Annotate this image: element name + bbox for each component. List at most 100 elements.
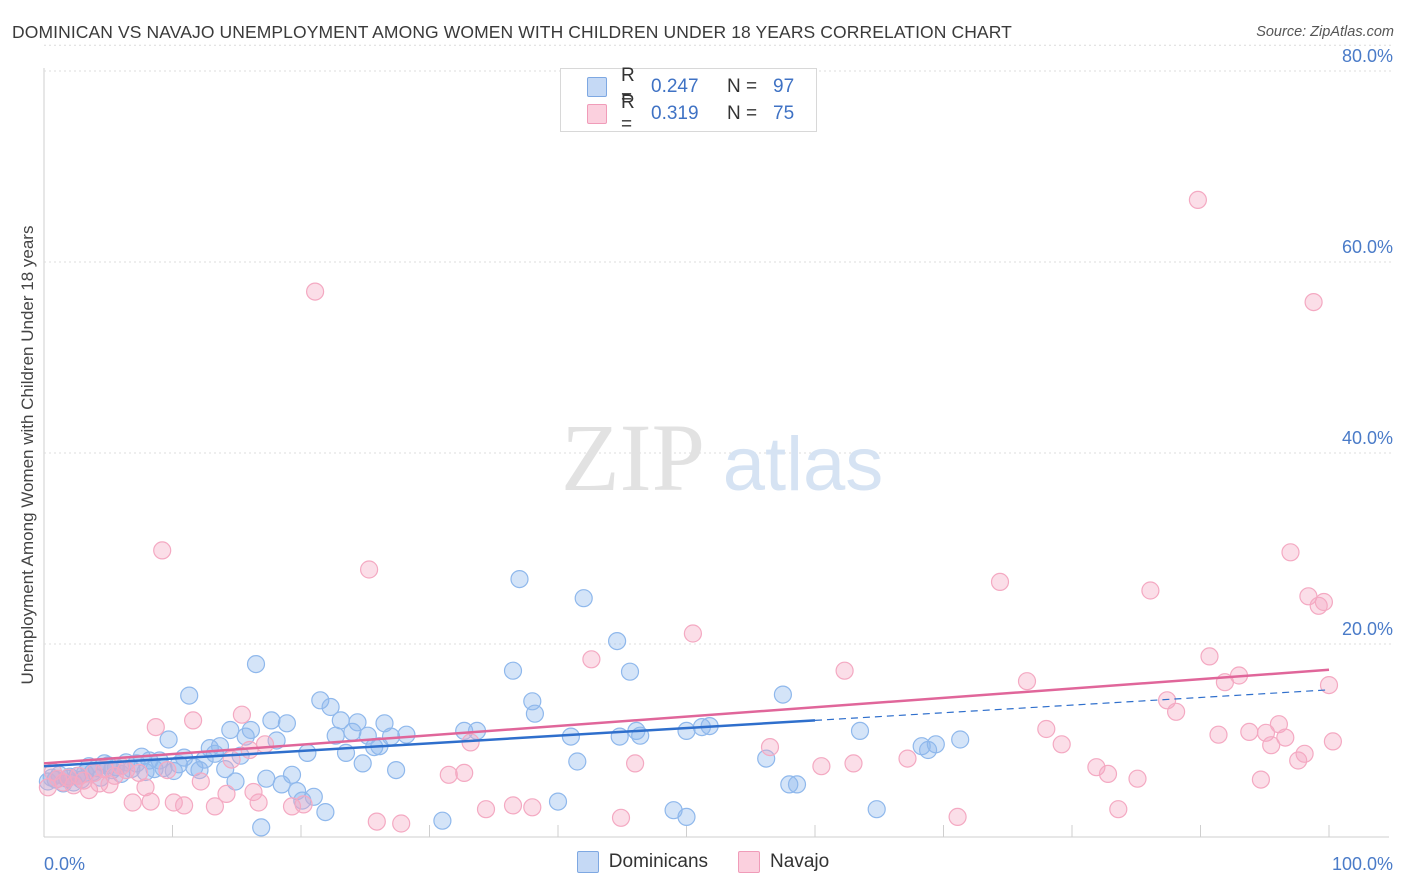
navajo-point [1128, 769, 1147, 788]
navajo-point [175, 796, 194, 815]
y-tick-label: 60.0% [1342, 237, 1393, 257]
navajo-point [835, 661, 854, 680]
navajo-point [476, 800, 496, 819]
watermark-atlas: atlas [723, 422, 884, 507]
series-legend: Dominicans Navajo [0, 851, 1406, 873]
navajo-point [100, 775, 119, 794]
dominicans-point [561, 727, 581, 746]
navajo-point [79, 780, 99, 800]
navajo-point [136, 778, 155, 797]
dominicans-point [433, 811, 452, 830]
navajo-point [164, 793, 183, 812]
dominicans-trend-extension [814, 689, 1330, 721]
navajo-trend-line [43, 668, 1330, 765]
dominicans-point [773, 685, 793, 704]
dominicans-point [397, 725, 416, 744]
navajo-point [1276, 728, 1295, 747]
legend-swatch-dominicans [576, 851, 599, 873]
navajo-point [760, 737, 780, 757]
legend-r-label: R = [621, 65, 635, 108]
legend-swatch-navajo [587, 104, 607, 124]
dominicans-point [246, 654, 266, 674]
legend-swatch-navajo [738, 851, 761, 873]
dominicans-point [757, 749, 776, 768]
dominicans-point [677, 807, 696, 827]
navajo-point [123, 793, 142, 812]
navajo-point [503, 796, 523, 815]
navajo-point [1251, 770, 1271, 789]
navajo-point [1262, 736, 1281, 755]
navajo-point [625, 754, 645, 773]
navajo-point [611, 808, 631, 827]
legend-label-navajo: Navajo [770, 851, 830, 872]
dominicans-point [926, 735, 945, 754]
dominicans-point [298, 743, 317, 763]
dominicans-point [607, 631, 627, 651]
dominicans-point [321, 697, 340, 717]
stats-legend: R = 0.247 N = 97 R = 0.319 N = 75 [560, 65, 817, 135]
dominicans-point [353, 754, 372, 773]
dominicans-point [267, 731, 286, 750]
navajo-point [244, 782, 263, 802]
dominicans-point [316, 802, 335, 822]
dominicans-point [850, 721, 870, 741]
dominicans-point [311, 691, 330, 710]
navajo-point [158, 760, 177, 780]
navajo-point [1281, 543, 1300, 562]
navajo-point [1037, 719, 1056, 739]
navajo-point [1166, 702, 1186, 721]
dominicans-point [568, 752, 587, 771]
dominicans-point [867, 800, 886, 819]
navajo-point [74, 771, 93, 790]
source-label: Source: ZipAtlas.com [1256, 24, 1394, 40]
navajo-point [1052, 735, 1071, 754]
navajo-point [948, 807, 967, 827]
watermark-zip: ZIP [561, 404, 705, 511]
legend-item-navajo[interactable]: Navajo [738, 851, 829, 873]
dominicans-point [304, 787, 323, 806]
navajo-point [232, 705, 251, 724]
dominicans-trend-line [43, 719, 816, 768]
dominicans-point [277, 714, 296, 733]
navajo-point [1319, 675, 1339, 695]
axis-ticks: 20.0% 40.0% 60.0% 80.0% 0.0% 100.0% [44, 46, 1393, 874]
navajo-point [1314, 592, 1334, 612]
dominicans-points [38, 569, 970, 837]
navajo-point [255, 735, 275, 754]
navajo-point [1323, 732, 1343, 751]
navajo-point [1141, 581, 1160, 600]
navajo-point [1289, 751, 1308, 770]
y-axis-label: Unemployment Among Women with Children U… [18, 226, 37, 685]
dominicans-point [510, 569, 529, 589]
dominicans-point [241, 720, 260, 740]
dominicans-point [787, 775, 807, 794]
navajo-point [184, 711, 203, 730]
trend-lines [43, 668, 1330, 768]
navajo-point [1295, 744, 1314, 763]
navajo-point [523, 798, 542, 817]
navajo-point [105, 766, 124, 785]
y-tick-label: 80.0% [1342, 46, 1393, 66]
navajo-point [146, 717, 165, 737]
navajo-point [367, 812, 386, 831]
legend-label-dominicans: Dominicans [608, 851, 709, 872]
navajo-point [1098, 764, 1118, 784]
dominicans-point [216, 759, 235, 779]
dominicans-point [257, 769, 276, 788]
navajo-point [1017, 672, 1037, 691]
navajo-point [205, 797, 224, 816]
dominicans-point [951, 730, 970, 749]
navajo-point [898, 749, 917, 768]
x-tick-label-min: 0.0% [44, 854, 85, 874]
legend-item-dominicans[interactable]: Dominicans [576, 851, 709, 873]
navajo-point [392, 814, 411, 833]
navajo-point [249, 793, 268, 812]
watermark: ZIP atlas [561, 404, 883, 511]
navajo-point [812, 757, 831, 776]
navajo-point [1209, 725, 1228, 744]
navajo-point [455, 763, 474, 783]
y-tick-label: 40.0% [1342, 428, 1393, 448]
dominicans-point [159, 730, 178, 749]
navajo-point [1087, 758, 1106, 777]
